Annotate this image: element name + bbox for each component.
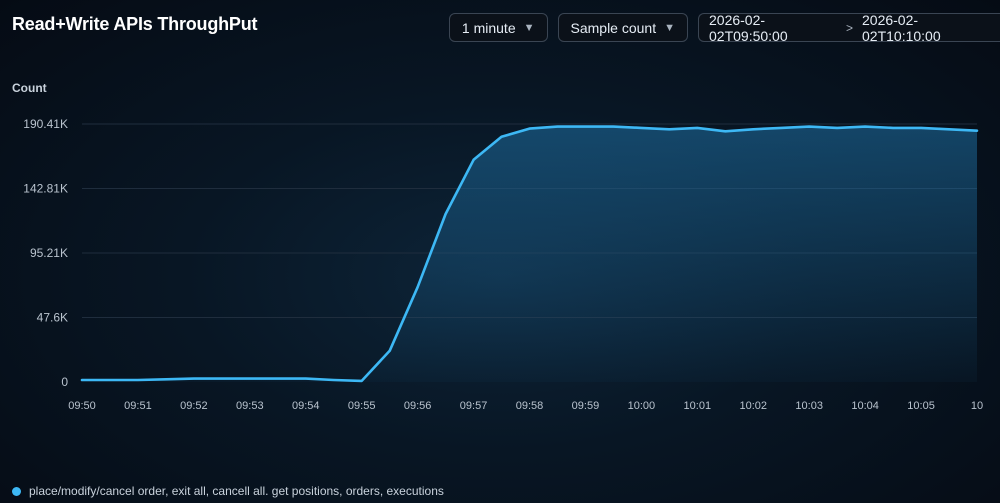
aggregation-value: Sample count <box>570 19 657 36</box>
x-tick-label: 10:05 <box>907 400 935 412</box>
range-separator: > <box>845 20 853 35</box>
y-tick-label: 47.6K <box>37 311 68 325</box>
x-tick-label: 10 <box>971 400 983 412</box>
interval-value: 1 minute <box>461 19 516 36</box>
x-tick-label: 09:57 <box>460 400 488 412</box>
x-tick-label: 09:51 <box>124 400 152 412</box>
x-tick-label: 09:52 <box>180 400 208 412</box>
legend-color-swatch <box>12 486 21 496</box>
chart-controls: 1 minute ▼ Sample count ▼ 2026-02-02T09:… <box>448 11 1000 44</box>
x-tick-label: 09:53 <box>236 400 264 412</box>
aggregation-select[interactable]: Sample count ▼ <box>557 13 688 42</box>
time-range-picker[interactable]: 2026-02-02T09:50:00 > 2026-02-02T10:10:0… <box>698 11 1000 44</box>
x-tick-label: 09:59 <box>572 400 600 412</box>
x-tick-label: 09:55 <box>348 400 376 412</box>
x-tick-label: 09:54 <box>292 400 320 412</box>
x-tick-label: 09:50 <box>68 400 96 412</box>
y-tick-label: 142.81K <box>23 181 68 195</box>
x-tick-label: 10:04 <box>851 400 879 412</box>
y-tick-label: 0 <box>61 375 68 389</box>
range-end: 2026-02-02T10:10:00 <box>862 11 941 44</box>
caret-down-icon: ▼ <box>523 21 535 34</box>
x-tick-label: 09:56 <box>404 400 432 412</box>
y-tick-label: 190.41K <box>23 117 68 131</box>
series-area <box>82 126 977 382</box>
x-tick-label: 10:00 <box>628 400 656 412</box>
y-axis-label: Count <box>12 81 47 95</box>
legend: place/modify/cancel order, exit all, can… <box>12 484 444 498</box>
chart-title: Read+Write APIs ThroughPut <box>12 14 258 34</box>
interval-select[interactable]: 1 minute ▼ <box>448 13 548 42</box>
caret-down-icon: ▼ <box>664 21 675 34</box>
series-line <box>80 125 979 383</box>
x-tick-label: 10:03 <box>795 400 823 412</box>
x-tick-label: 09:58 <box>516 400 544 412</box>
legend-label: place/modify/cancel order, exit all, can… <box>29 484 444 498</box>
y-axis-ticks: 0 47.6K 95.21K 142.81K 190.41K <box>23 117 68 389</box>
x-tick-label: 10:02 <box>739 400 767 412</box>
y-tick-label: 95.21K <box>30 246 68 260</box>
range-start: 2026-02-02T09:50:00 <box>709 11 788 44</box>
x-axis-ticks: 09:50 09:51 09:52 09:53 09:54 09:55 09:56 09:57… <box>68 400 983 412</box>
x-tick-label: 10:01 <box>684 400 712 412</box>
